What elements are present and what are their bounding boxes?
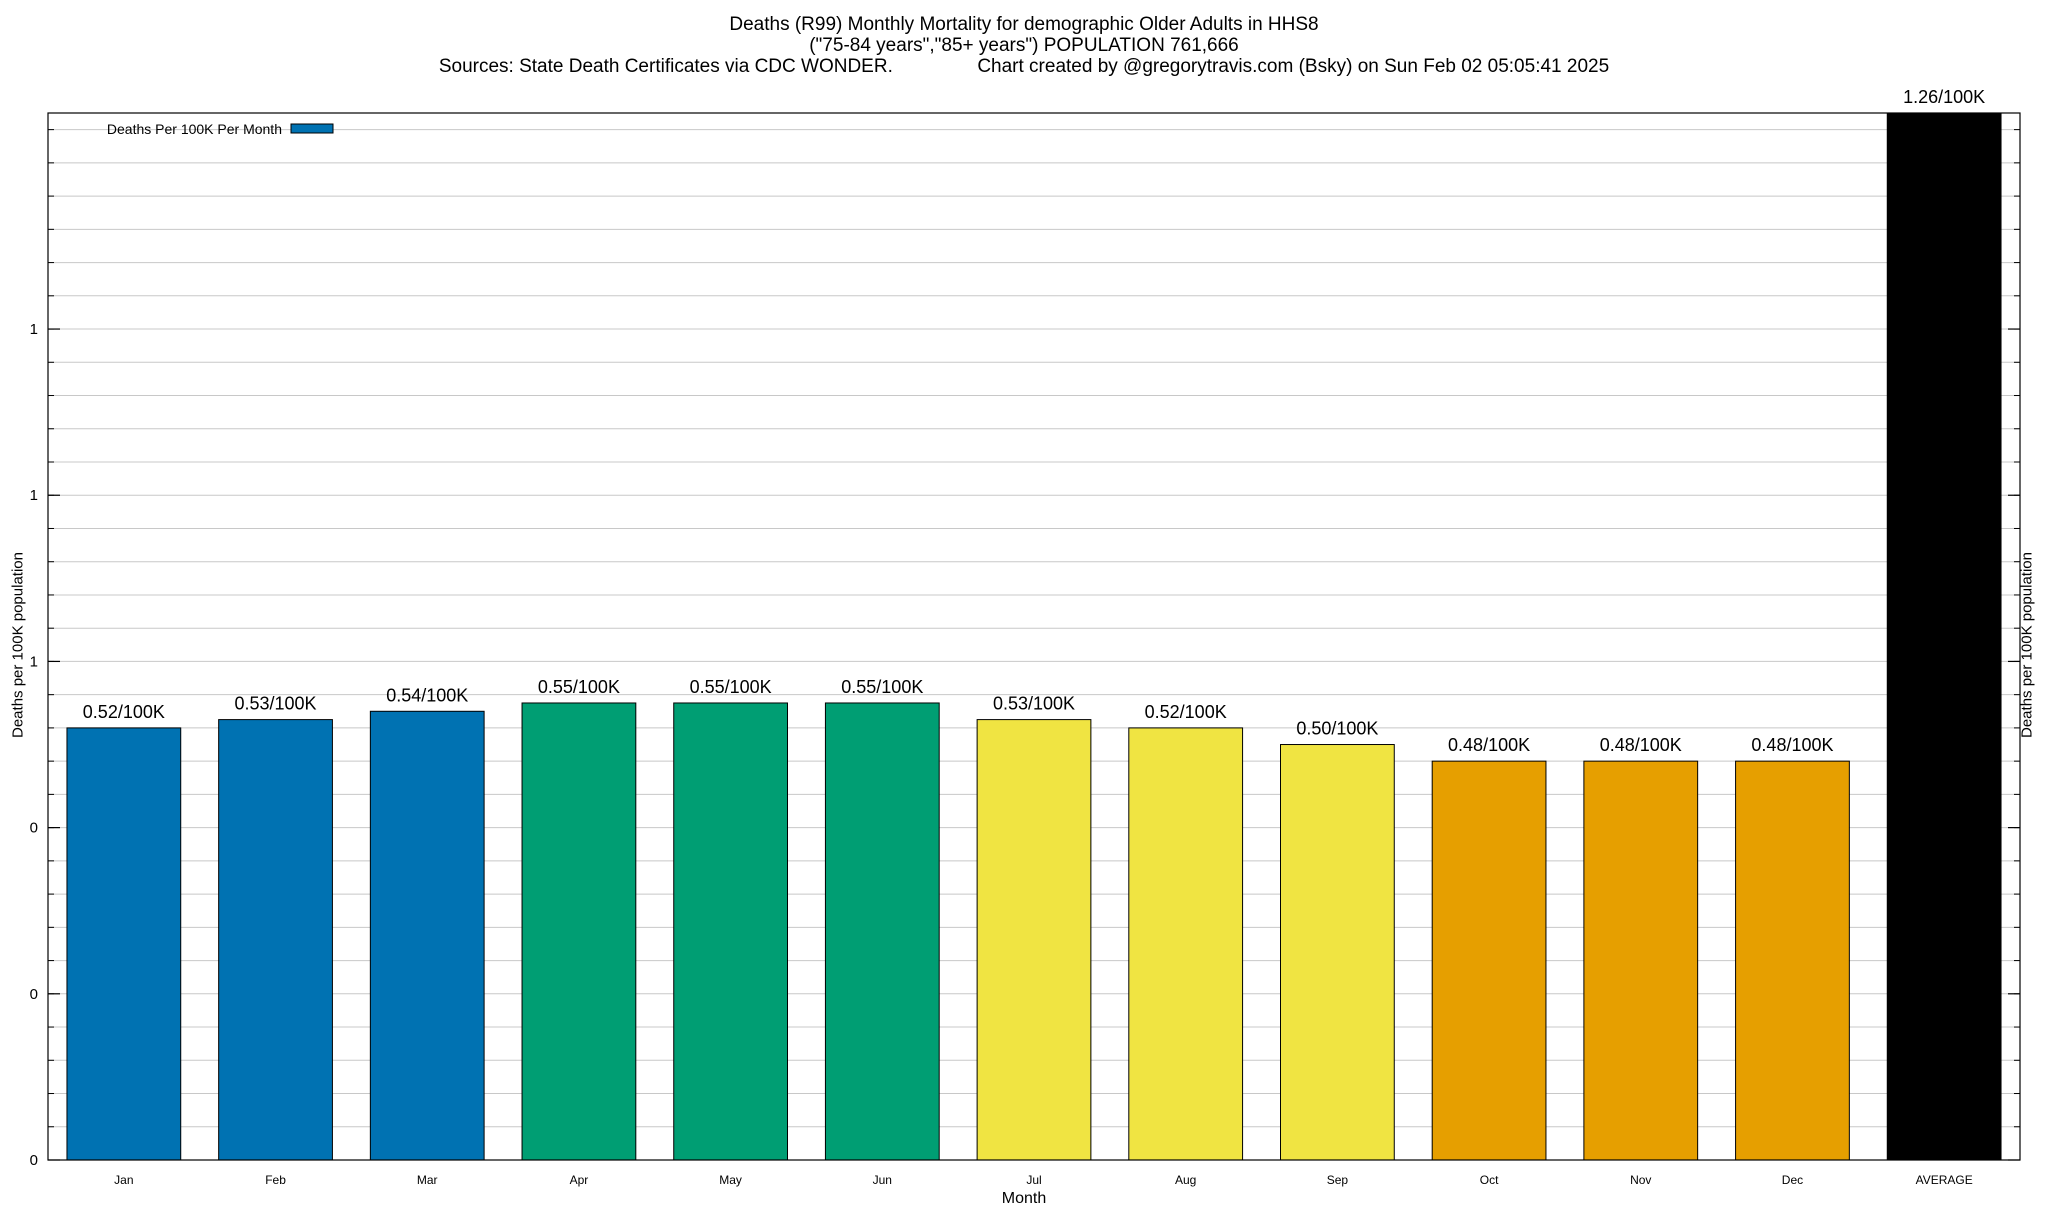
y-tick-label: 0 xyxy=(30,820,38,837)
bar-jul xyxy=(976,719,1092,1161)
data-label: 0.53/100K xyxy=(234,694,316,714)
y-tick-label: 1 xyxy=(30,487,38,504)
data-label: 0.48/100K xyxy=(1751,735,1833,755)
x-axis-label: Month xyxy=(1001,1190,1047,1207)
y-tick-label: 1 xyxy=(30,653,38,670)
x-tick-label: Mar xyxy=(417,1173,438,1187)
bar-aug xyxy=(1128,727,1244,1161)
data-label: 0.52/100K xyxy=(1145,702,1227,722)
data-label: 0.48/100K xyxy=(1448,735,1530,755)
y-tick-label: 1 xyxy=(30,321,38,338)
data-label: 0.52/100K xyxy=(83,702,165,722)
bar-sep xyxy=(1280,744,1395,1161)
data-label: 0.55/100K xyxy=(690,677,772,697)
plot-frame xyxy=(47,112,2021,1161)
bar-jun xyxy=(824,702,940,1161)
chart-title-block: Deaths (R99) Monthly Mortality for demog… xyxy=(0,14,2048,77)
bar-may xyxy=(673,702,789,1161)
chart-title: Deaths (R99) Monthly Mortality for demog… xyxy=(729,14,1319,35)
data-label: 0.48/100K xyxy=(1600,735,1682,755)
y-tick-label: 0 xyxy=(30,1152,38,1169)
chart-sources: Sources: State Death Certificates via CD… xyxy=(438,56,1610,77)
x-tick-label: May xyxy=(719,1173,742,1187)
x-tick-label: Feb xyxy=(265,1173,286,1187)
x-tick-label: Oct xyxy=(1480,1173,1499,1187)
data-label: 0.53/100K xyxy=(993,694,1075,714)
bar-average xyxy=(1886,112,2002,1161)
bar-mar xyxy=(369,710,485,1161)
x-tick-label: Jun xyxy=(873,1173,892,1187)
x-tick-label: Sep xyxy=(1327,1173,1349,1187)
data-label: 0.50/100K xyxy=(1296,719,1378,739)
x-tick-label: AVERAGE xyxy=(1916,1173,1973,1187)
data-label: 1.26/100K xyxy=(1903,87,1985,107)
data-label: 0.55/100K xyxy=(841,677,923,697)
x-tick-label: Apr xyxy=(570,1173,589,1187)
bar-nov xyxy=(1583,760,1699,1161)
x-tick-label: Nov xyxy=(1630,1173,1651,1187)
y-tick-label: 0 xyxy=(30,986,38,1003)
legend: Deaths Per 100K Per Month xyxy=(107,121,334,137)
x-tick-label: Jan xyxy=(114,1173,133,1187)
chart-subtitle: ("75-84 years","85+ years") POPULATION 7… xyxy=(809,35,1239,56)
legend-label: Deaths Per 100K Per Month xyxy=(107,121,282,137)
legend-swatch xyxy=(290,123,334,134)
x-tick-label: Jul xyxy=(1026,1173,1041,1187)
bar-jan xyxy=(66,727,182,1161)
axis-ticks xyxy=(48,129,2020,1161)
bar-apr xyxy=(521,702,637,1161)
bars xyxy=(66,112,2002,1161)
bar-feb xyxy=(218,719,333,1161)
data-label: 0.55/100K xyxy=(538,677,620,697)
bar-dec xyxy=(1735,760,1850,1161)
axis-labels: 0 0 0 1 1 1 0.52/100K Jan 0.53/100K Feb 0.54/100K M… xyxy=(30,87,1986,1187)
bar-oct xyxy=(1431,760,1547,1161)
x-tick-label: Dec xyxy=(1782,1173,1803,1187)
x-tick-label: Aug xyxy=(1175,1173,1196,1187)
data-label: 0.54/100K xyxy=(386,685,468,705)
